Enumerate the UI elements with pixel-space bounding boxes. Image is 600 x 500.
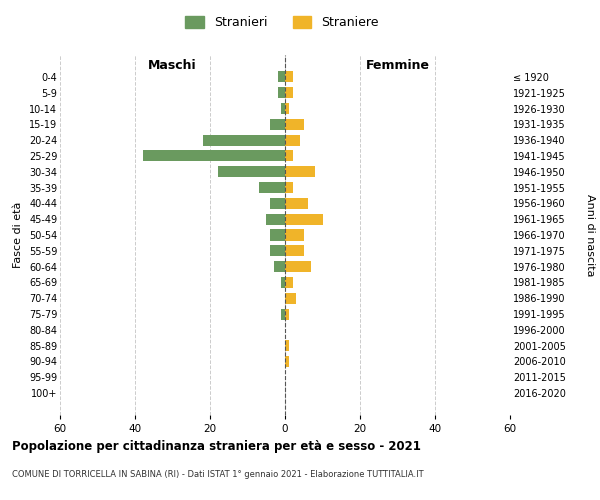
Bar (285, 340, 289, 351)
Bar (285, 150, 293, 162)
Bar (274, 261, 285, 272)
Text: Maschi: Maschi (148, 60, 197, 72)
Bar (285, 277, 293, 288)
Legend: Stranieri, Straniere: Stranieri, Straniere (180, 11, 384, 34)
Bar (218, 166, 285, 177)
Bar (285, 246, 304, 256)
Bar (270, 246, 285, 256)
Bar (143, 150, 285, 162)
Bar (277, 72, 285, 83)
Bar (277, 87, 285, 98)
Bar (281, 103, 285, 114)
Bar (285, 103, 289, 114)
Bar (285, 87, 293, 98)
Text: Popolazione per cittadinanza straniera per età e sesso - 2021: Popolazione per cittadinanza straniera p… (12, 440, 421, 453)
Bar (285, 134, 300, 145)
Y-axis label: Fasce di età: Fasce di età (13, 202, 23, 268)
Bar (270, 198, 285, 209)
Y-axis label: Anni di nascita: Anni di nascita (585, 194, 595, 276)
Bar (285, 182, 293, 193)
Bar (285, 119, 304, 130)
Bar (285, 72, 293, 83)
Bar (266, 214, 285, 224)
Bar (285, 292, 296, 304)
Bar (259, 182, 285, 193)
Bar (285, 214, 323, 224)
Bar (285, 230, 304, 240)
Bar (270, 119, 285, 130)
Bar (281, 308, 285, 320)
Bar (285, 308, 289, 320)
Bar (285, 356, 289, 367)
Bar (270, 230, 285, 240)
Bar (285, 166, 315, 177)
Text: Femmine: Femmine (365, 60, 430, 72)
Bar (281, 277, 285, 288)
Text: COMUNE DI TORRICELLA IN SABINA (RI) - Dati ISTAT 1° gennaio 2021 - Elaborazione : COMUNE DI TORRICELLA IN SABINA (RI) - Da… (12, 470, 424, 479)
Bar (285, 261, 311, 272)
Bar (203, 134, 285, 145)
Bar (285, 198, 308, 209)
